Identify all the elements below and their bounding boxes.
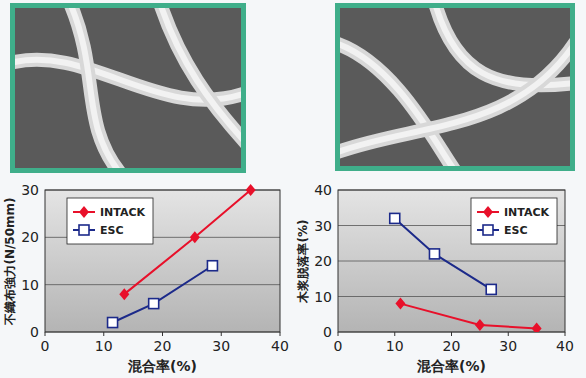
x-tick-label: 10 [95,338,113,354]
data-point [390,213,400,223]
x-tick [103,332,104,336]
plot-area [338,190,565,332]
y-tick-label: 30 [21,182,39,198]
micrograph [10,3,246,173]
series-group [390,213,542,332]
x-tick-label: 0 [334,338,343,354]
data-point [108,318,118,328]
legend-marker [79,206,89,218]
data-point [429,249,439,259]
legend: INTACK ESC [67,198,153,244]
x-tick-label: 10 [386,338,404,354]
chart: 0 10 20 30 40 0 10 20 30 40 混合率(%) 木浆脱落率(%) INTACK ES… [296,182,574,374]
grid-line [338,261,565,262]
x-tick-label: 20 [154,338,172,354]
data-point [246,184,256,196]
legend-marker [483,206,493,218]
y-tick-label: 30 [314,218,332,234]
legend-label: INTACK [100,206,146,219]
x-tick [45,332,46,336]
legend: INTACK ESC [471,198,557,244]
x-tick [508,332,509,336]
x-tick-label: 20 [443,338,461,354]
grid-line [338,296,565,297]
micrograph [335,3,575,171]
data-point [475,319,485,331]
y-tick-label: 20 [21,229,39,245]
data-point [207,261,217,271]
x-tick [565,332,566,336]
grid-line [45,284,280,285]
legend-label: INTACK [504,206,550,219]
legend-label: ESC [100,224,124,237]
legend-label: ESC [504,224,528,237]
y-axis-title: 木浆脱落率(%) [296,220,310,304]
x-tick [394,332,395,336]
figure: 0 10 20 30 0 10 20 30 40 混合率(%) 不織布強力(N/50mm) INTAC… [0,0,586,378]
data-point [395,298,405,310]
series-line [400,304,536,329]
y-tick-label: 0 [323,324,332,340]
x-tick-label: 0 [41,338,50,354]
y-tick-label: 20 [314,253,332,269]
legend-marker [483,225,493,235]
series-line [113,266,213,323]
x-tick-label: 30 [212,338,230,354]
x-tick-label: 40 [271,338,289,354]
x-tick [451,332,452,336]
data-point [119,288,129,300]
data-point [532,322,542,332]
x-tick [162,332,163,336]
data-point [190,231,200,243]
data-point [149,299,159,309]
y-tick-label: 0 [30,324,39,340]
x-tick [338,332,339,336]
x-tick [280,332,281,336]
data-point [486,284,496,294]
plot-frame [45,190,280,332]
y-tick-label: 10 [314,289,332,305]
y-tick-label: 10 [21,277,39,293]
legend-marker [79,225,89,235]
plot-frame [338,190,565,332]
plot-area [45,190,280,332]
x-tick-label: 30 [499,338,517,354]
chart: 0 10 20 30 0 10 20 30 40 混合率(%) 不織布強力(N/50mm) INTAC… [3,182,289,374]
y-tick-label: 40 [314,182,332,198]
x-tick [221,332,222,336]
x-tick-label: 40 [556,338,574,354]
y-axis-title: 不織布強力(N/50mm) [3,197,17,325]
x-axis-title: 混合率(%) [416,358,486,374]
x-axis-title: 混合率(%) [127,358,197,374]
